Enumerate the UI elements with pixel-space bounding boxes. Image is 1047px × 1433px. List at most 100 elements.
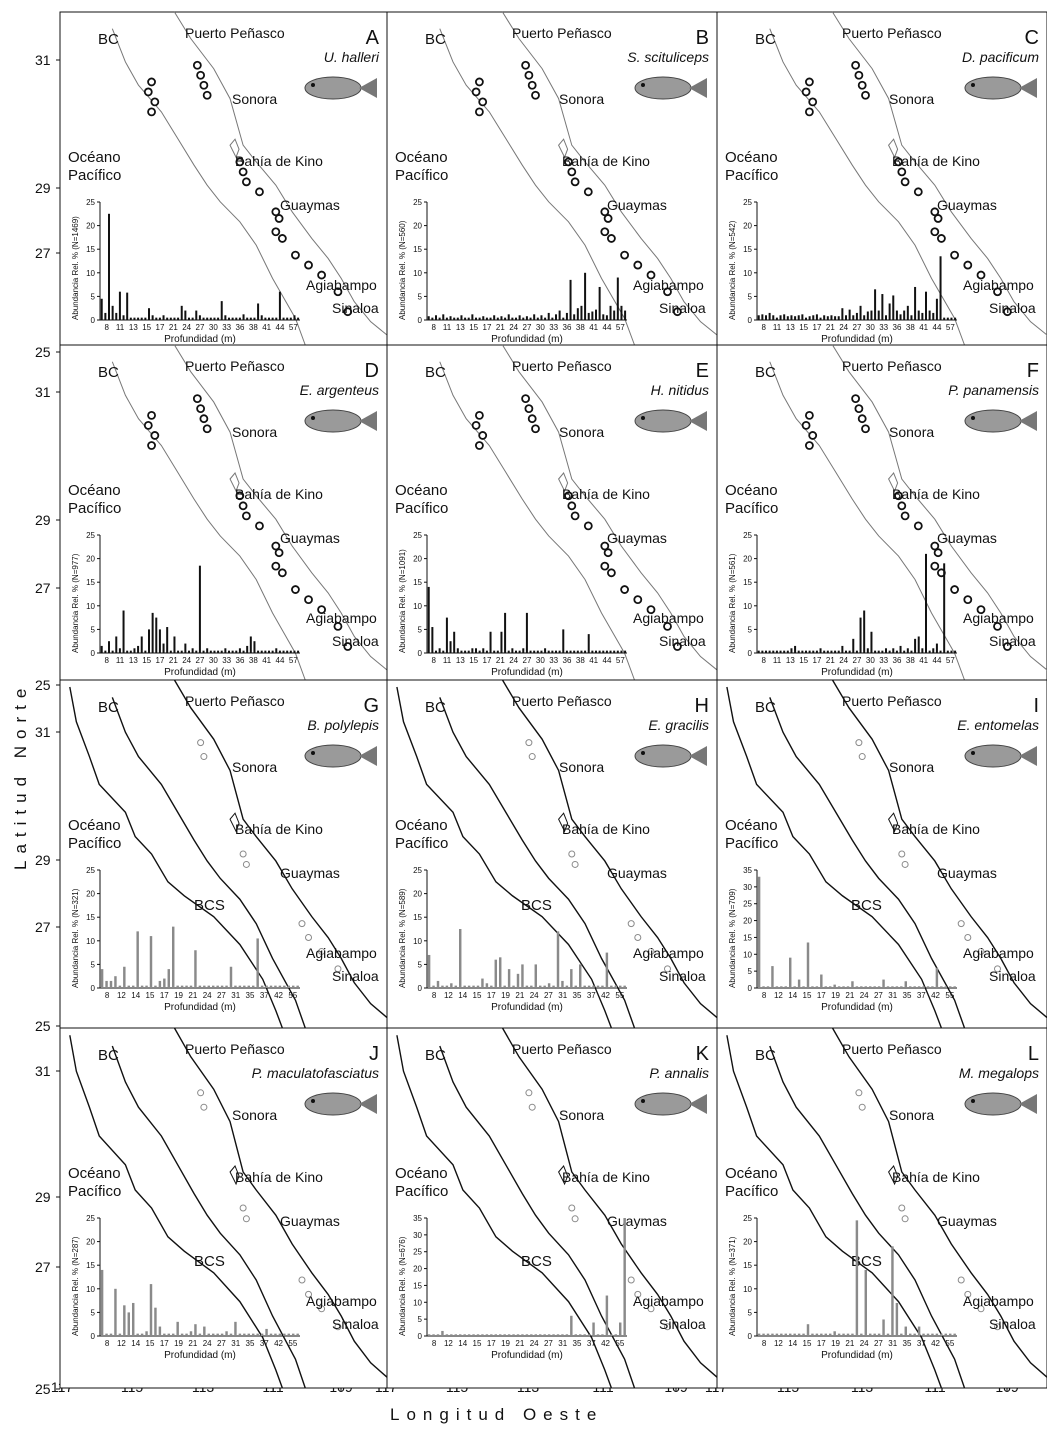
sampling-point bbox=[894, 157, 903, 167]
bar bbox=[602, 650, 605, 653]
coastline bbox=[174, 344, 388, 671]
bar bbox=[158, 980, 162, 988]
sampling-point bbox=[672, 642, 682, 651]
bar bbox=[252, 985, 255, 988]
bar bbox=[583, 1334, 586, 1336]
x-tick-label: 35 bbox=[246, 991, 255, 1000]
bar bbox=[234, 1321, 237, 1336]
sampling-point bbox=[255, 521, 264, 531]
bar bbox=[256, 1333, 259, 1336]
bar bbox=[191, 317, 194, 320]
bar bbox=[917, 310, 920, 320]
sampling-point bbox=[957, 1276, 965, 1284]
label-oceano: Océano bbox=[725, 149, 778, 166]
sampling-point bbox=[150, 431, 160, 440]
sampling-point bbox=[930, 227, 940, 237]
label-guaymas: Guaymas bbox=[280, 530, 340, 546]
x-tick-label: 31 bbox=[231, 991, 240, 1000]
bar bbox=[435, 650, 437, 653]
lizardfish-icon bbox=[634, 76, 707, 100]
fish-tail bbox=[1019, 78, 1037, 98]
histogram-xlabel: Profundidad (m) bbox=[821, 334, 893, 345]
bar bbox=[949, 986, 952, 988]
label-guaymas: Guaymas bbox=[280, 865, 340, 881]
bar bbox=[609, 305, 612, 320]
label-bahia-kino: Bahía de Kino bbox=[892, 1169, 980, 1185]
bar bbox=[151, 612, 154, 653]
bar bbox=[596, 985, 600, 988]
sampling-point bbox=[854, 70, 864, 80]
bar bbox=[613, 310, 616, 320]
sampling-point bbox=[235, 491, 245, 501]
spotted-bass-icon bbox=[304, 1092, 377, 1116]
sampling-point bbox=[305, 1290, 313, 1298]
sampling-point bbox=[192, 60, 202, 70]
x-tick-label: 44 bbox=[276, 323, 285, 332]
bar bbox=[238, 1333, 242, 1336]
x-tick-label: 14 bbox=[131, 1339, 140, 1348]
species-name: M. megalops bbox=[959, 1065, 1039, 1081]
bar bbox=[427, 1334, 431, 1336]
bar bbox=[478, 650, 481, 653]
bar bbox=[500, 631, 503, 653]
sampling-point bbox=[801, 421, 811, 430]
bar bbox=[271, 317, 274, 320]
bar bbox=[460, 315, 463, 320]
bar bbox=[198, 985, 202, 988]
bar bbox=[870, 310, 873, 320]
sampling-point bbox=[255, 187, 264, 197]
bar bbox=[565, 650, 568, 653]
bar bbox=[503, 1334, 506, 1336]
bar bbox=[555, 314, 557, 320]
bar bbox=[815, 1333, 819, 1336]
x-tick-label: 11 bbox=[443, 656, 452, 665]
bar bbox=[467, 317, 470, 320]
sampling-point bbox=[527, 414, 537, 424]
island-tiburon bbox=[558, 472, 569, 493]
bar bbox=[623, 985, 626, 988]
sampling-point bbox=[936, 234, 946, 243]
x-tick-label: 38 bbox=[906, 323, 915, 332]
x-tick-label: 12 bbox=[444, 991, 453, 1000]
bar bbox=[536, 650, 539, 653]
label-oceano: Océano bbox=[68, 817, 121, 834]
sampling-point bbox=[568, 850, 576, 858]
y-tick-label: 15 bbox=[743, 1261, 752, 1270]
x-tick-label: 30 bbox=[536, 323, 545, 332]
label-bc: BC bbox=[425, 31, 446, 48]
bar bbox=[126, 650, 129, 653]
label-bahia-kino: Bahía de Kino bbox=[235, 1169, 323, 1185]
mojarra-icon bbox=[304, 409, 377, 433]
bar bbox=[762, 986, 765, 988]
histogram: 0 5 10 15 20 25 8 12 14 15 17 19 21 24 27 31 35 37 42 55 Pro… bbox=[71, 1214, 300, 1361]
sampling-point bbox=[976, 605, 986, 615]
x-tick-label: 19 bbox=[831, 1339, 840, 1348]
coastline bbox=[769, 28, 965, 346]
bar bbox=[859, 305, 862, 320]
bar bbox=[596, 1334, 600, 1336]
bar bbox=[616, 650, 619, 653]
x-tick-label: 14 bbox=[131, 991, 140, 1000]
bar bbox=[105, 1333, 108, 1336]
bar bbox=[198, 565, 201, 653]
bar bbox=[592, 985, 595, 988]
bar bbox=[892, 295, 895, 320]
coastline bbox=[769, 361, 965, 681]
bar bbox=[940, 986, 943, 988]
histogram-ylabel: Abundancia Rel. % (N=321) bbox=[71, 888, 80, 988]
bar bbox=[212, 1333, 215, 1336]
bar bbox=[910, 650, 913, 653]
y-tick-label: 10 bbox=[86, 602, 95, 611]
bar bbox=[140, 985, 144, 988]
bar bbox=[525, 985, 529, 988]
sampling-point bbox=[913, 187, 923, 197]
sampling-point bbox=[570, 511, 580, 521]
y-tick-label: 15 bbox=[743, 245, 752, 254]
y-tick-label: 30 bbox=[413, 1231, 422, 1240]
bar bbox=[909, 1333, 912, 1336]
sampling-point bbox=[603, 214, 613, 223]
bar bbox=[935, 643, 938, 653]
